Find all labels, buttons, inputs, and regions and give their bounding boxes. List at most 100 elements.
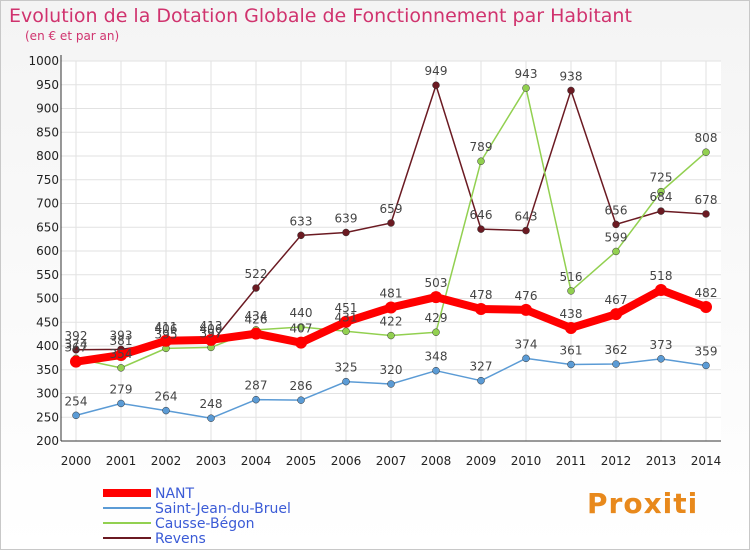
data-label-1: 373 <box>650 338 673 352</box>
data-label-2: 422 <box>380 315 403 329</box>
data-label-0: 467 <box>605 293 628 307</box>
legend-label-1: Saint-Jean-du-Bruel <box>155 501 291 517</box>
data-label-2: 395 <box>155 327 178 341</box>
data-point-1 <box>297 396 305 404</box>
legend-label-3: Revens <box>155 531 206 547</box>
x-tick-label: 2004 <box>241 454 272 468</box>
data-point-0 <box>565 321 577 334</box>
data-point-3 <box>477 225 485 233</box>
data-label-3: 656 <box>605 203 628 217</box>
y-tick-label: 300 <box>36 387 59 401</box>
data-point-0 <box>160 334 172 347</box>
data-label-2: 434 <box>245 309 268 323</box>
data-point-2 <box>342 327 350 336</box>
data-point-3 <box>387 219 395 227</box>
data-label-0: 518 <box>650 269 673 283</box>
data-point-1 <box>117 399 125 408</box>
data-point-0 <box>205 333 217 346</box>
data-label-3: 393 <box>110 328 133 342</box>
data-point-0 <box>700 301 712 314</box>
data-label-2: 429 <box>425 311 448 325</box>
y-tick-label: 350 <box>36 363 59 377</box>
x-tick-label: 2012 <box>601 454 632 468</box>
data-label-1: 374 <box>515 337 538 351</box>
x-tick-label: 2014 <box>691 454 722 468</box>
data-point-2 <box>657 187 665 196</box>
data-point-0 <box>610 308 622 321</box>
data-point-1 <box>162 406 170 415</box>
data-point-0 <box>295 336 307 349</box>
y-tick-label: 250 <box>36 410 59 424</box>
data-label-2: 808 <box>695 131 718 145</box>
data-label-2: 599 <box>605 230 628 244</box>
logo-text: Proxiti <box>587 487 699 520</box>
y-tick-label: 500 <box>36 292 59 306</box>
data-point-0 <box>655 283 667 296</box>
data-point-1 <box>657 355 665 363</box>
data-label-1: 287 <box>245 379 268 393</box>
y-tick-label: 1000 <box>28 54 59 68</box>
x-tick-label: 2005 <box>286 454 317 468</box>
data-point-3 <box>342 228 350 237</box>
data-label-0: 438 <box>560 307 583 321</box>
data-label-1: 286 <box>290 379 313 393</box>
data-label-3: 643 <box>515 210 538 224</box>
data-point-1 <box>432 366 440 375</box>
data-point-1 <box>522 354 530 363</box>
data-label-0: 482 <box>695 286 718 300</box>
data-label-0: 476 <box>515 289 538 303</box>
data-label-3: 659 <box>380 202 403 216</box>
data-point-3 <box>567 86 575 95</box>
data-point-1 <box>342 377 350 386</box>
y-tick-label: 600 <box>36 244 59 258</box>
x-tick-label: 2006 <box>331 454 362 468</box>
data-point-3 <box>252 284 260 292</box>
data-label-1: 248 <box>200 397 223 411</box>
data-point-0 <box>475 302 487 315</box>
data-label-2: 943 <box>515 67 538 81</box>
data-point-3 <box>432 81 440 89</box>
data-label-2: 431 <box>335 310 358 324</box>
data-label-3: 406 <box>200 322 223 336</box>
x-tick-label: 2000 <box>61 454 92 468</box>
x-tick-label: 2003 <box>196 454 227 468</box>
data-point-3 <box>612 220 620 229</box>
data-label-3: 646 <box>470 208 493 222</box>
data-label-0: 478 <box>470 288 493 302</box>
x-tick-label: 2010 <box>511 454 542 468</box>
data-label-3: 938 <box>560 69 583 83</box>
data-label-1: 325 <box>335 361 358 375</box>
data-label-3: 684 <box>650 190 673 204</box>
data-label-0: 426 <box>245 313 268 327</box>
data-label-1: 362 <box>605 343 628 357</box>
legend-label-0: NANT <box>155 486 195 502</box>
data-label-2: 397 <box>200 326 223 340</box>
data-point-2 <box>702 148 710 156</box>
data-label-1: 359 <box>695 344 718 358</box>
data-label-2: 374 <box>65 337 88 351</box>
data-point-0 <box>70 355 82 368</box>
y-tick-label: 450 <box>36 315 59 329</box>
data-point-1 <box>567 360 575 369</box>
data-point-2 <box>297 323 305 331</box>
data-point-3 <box>702 210 710 218</box>
data-point-2 <box>432 328 440 336</box>
data-label-0: 367 <box>65 341 88 355</box>
data-label-2: 789 <box>470 140 493 154</box>
data-label-0: 411 <box>155 320 178 334</box>
x-tick-label: 2013 <box>646 454 677 468</box>
x-tick-label: 2009 <box>466 454 497 468</box>
data-label-3: 949 <box>425 64 448 78</box>
data-label-0: 413 <box>200 319 223 333</box>
data-point-1 <box>252 395 260 404</box>
data-label-3: 392 <box>65 329 88 343</box>
data-point-2 <box>522 84 530 92</box>
data-label-1: 279 <box>110 382 133 396</box>
x-tick-label: 2001 <box>106 454 137 468</box>
data-point-1 <box>72 411 80 420</box>
x-tick-label: 2002 <box>151 454 182 468</box>
y-tick-label: 750 <box>36 173 59 187</box>
proxiti-logo: Proxiti <box>587 487 698 520</box>
data-point-0 <box>430 291 442 304</box>
